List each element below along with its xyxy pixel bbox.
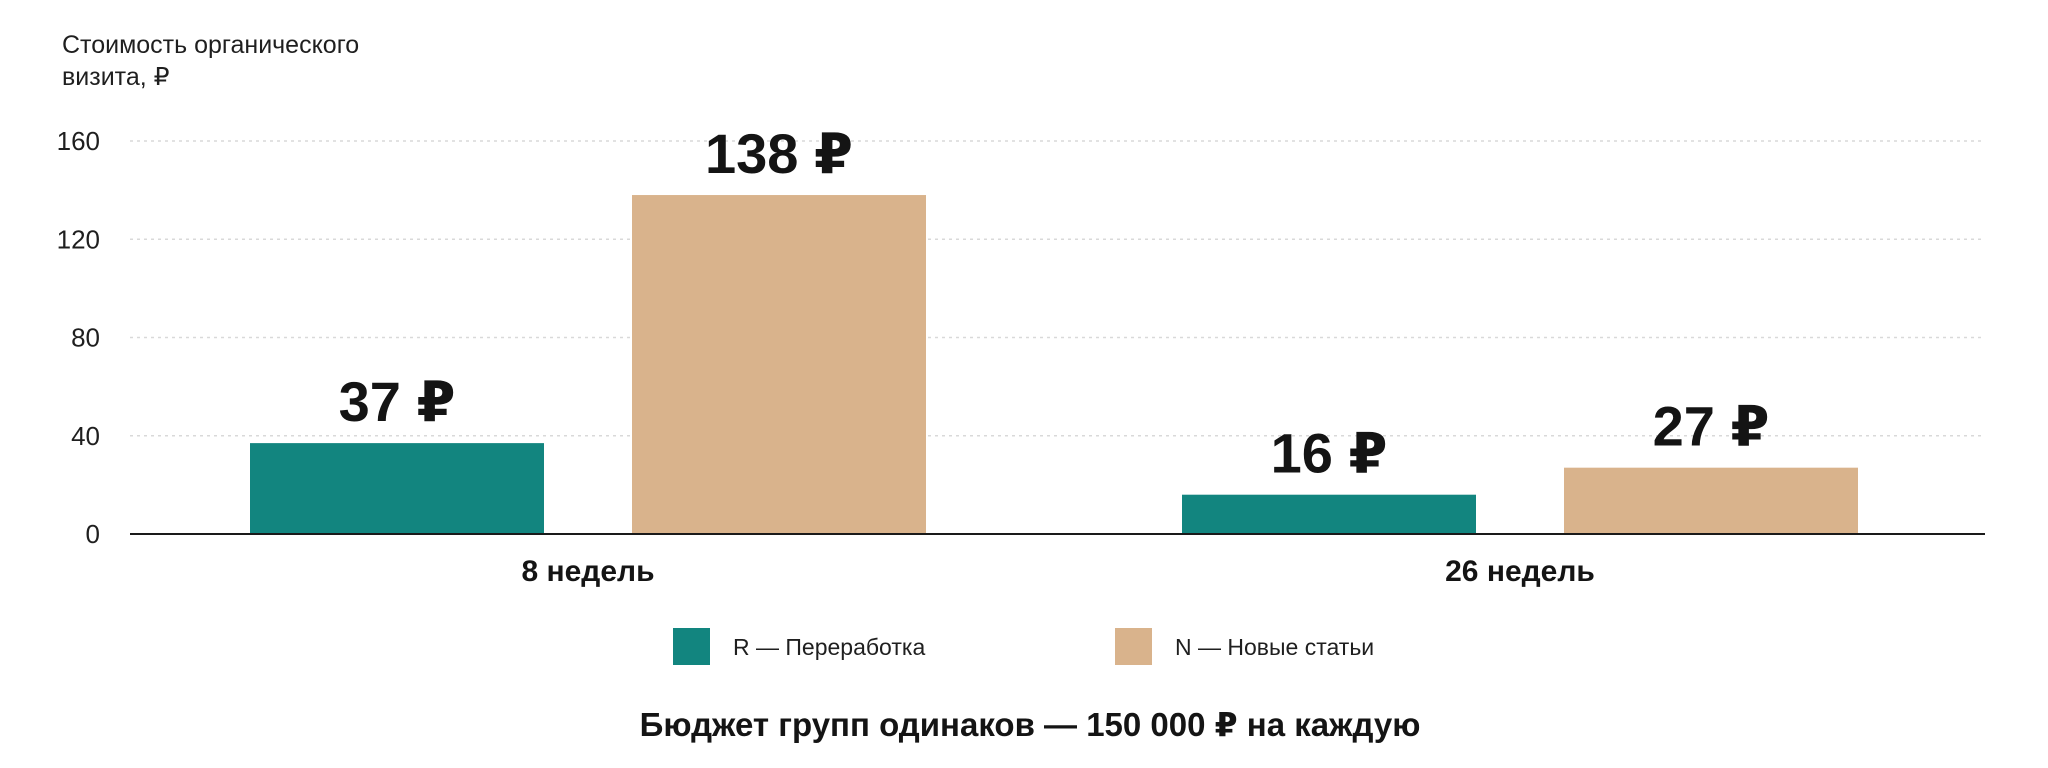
- legend: R — Переработка N — Новые статьи: [673, 628, 1374, 665]
- bars: [250, 195, 1858, 534]
- value-label: 37 ₽: [339, 370, 456, 433]
- y-axis-ticks: 0 40 80 120 160: [57, 126, 100, 549]
- y-tick-label: 120: [57, 224, 100, 254]
- y-tick-label: 0: [86, 519, 100, 549]
- legend-swatch: [1115, 628, 1152, 665]
- footer-note: Бюджет групп одинаков — 150 000 ₽ на каж…: [640, 706, 1421, 743]
- bar-n-1: [1564, 467, 1858, 534]
- value-labels: 37 ₽ 138 ₽ 16 ₽ 27 ₽: [339, 122, 1770, 485]
- bar-r-0: [250, 443, 544, 534]
- category-labels: 8 недель 26 недель: [521, 555, 1594, 588]
- bar-r-1: [1182, 494, 1476, 534]
- x-category-label: 26 недель: [1445, 555, 1595, 588]
- bar-n-0: [632, 195, 926, 534]
- legend-label: N — Новые статьи: [1175, 634, 1374, 660]
- y-axis-title: Стоимость органического визита, ₽: [62, 31, 359, 91]
- x-category-label: 8 недель: [521, 555, 654, 588]
- value-label: 138 ₽: [705, 122, 853, 185]
- legend-label: R — Переработка: [733, 634, 925, 660]
- value-label: 27 ₽: [1653, 395, 1770, 458]
- y-tick-label: 160: [57, 126, 100, 156]
- gridlines: [130, 140, 1985, 437]
- y-axis-title-line-1: Стоимость органического: [62, 31, 359, 59]
- legend-swatch: [673, 628, 710, 665]
- value-label: 16 ₽: [1271, 422, 1388, 485]
- y-tick-label: 40: [71, 421, 100, 451]
- y-axis-title-line-2: визита, ₽: [62, 63, 170, 91]
- y-tick-label: 80: [71, 323, 100, 353]
